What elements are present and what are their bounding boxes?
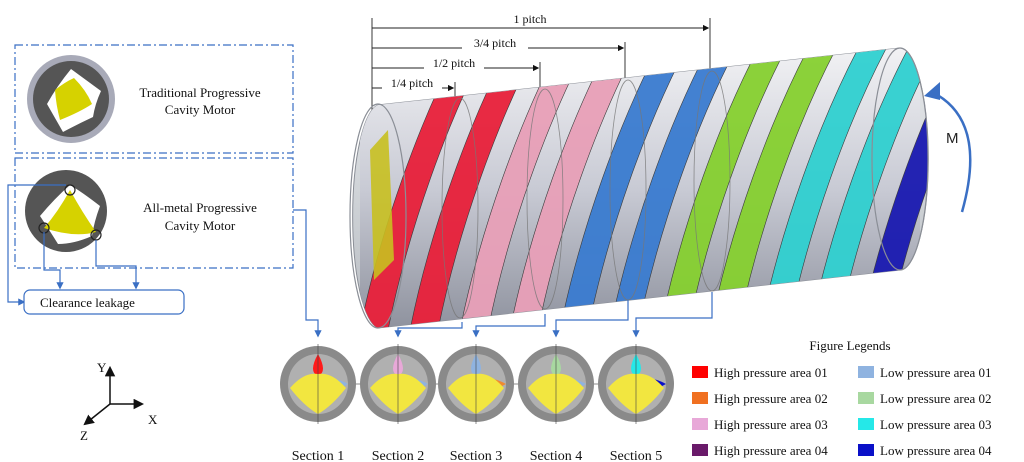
section-connectors (293, 209, 713, 338)
helix-band (859, 48, 929, 328)
helix-band (409, 48, 539, 328)
legend-swatch (692, 418, 708, 430)
legend-item: Low pressure area 04 (858, 443, 992, 458)
axis-z-label: Z (80, 428, 88, 443)
legend-label: Low pressure area 04 (880, 443, 992, 458)
pitch-label-1-4: 1/4 pitch (391, 76, 433, 90)
legend-label: Low pressure area 03 (880, 417, 992, 432)
helix-band (659, 48, 789, 328)
all-metal-motor-label-line2: Cavity Motor (165, 218, 236, 233)
legend-swatch (692, 444, 708, 456)
rotation-label: M (946, 130, 959, 147)
helix-band (459, 48, 589, 328)
legend-item: High pressure area 02 (692, 391, 828, 406)
legend-swatch (858, 418, 874, 430)
traditional-motor-label-line2: Cavity Motor (165, 102, 236, 117)
coordinate-axes: Y X Z (80, 360, 158, 443)
rotation-indicator: M (924, 82, 972, 213)
section-label: Section 3 (450, 449, 503, 462)
legend-item: High pressure area 01 (692, 365, 828, 380)
axis-y-label: Y (97, 360, 107, 375)
section-label: Section 4 (530, 449, 583, 462)
clearance-leakage-box (23, 289, 185, 315)
figure-legend: Figure Legends High pressure area 01 Low … (692, 338, 992, 458)
pitch-label-1: 1 pitch (514, 12, 547, 26)
rotor-helix (359, 48, 929, 328)
legend-item: Low pressure area 02 (858, 391, 992, 406)
section-label: Section 1 (292, 449, 345, 462)
all-metal-motor-box (14, 157, 294, 269)
legend-label: High pressure area 04 (714, 443, 828, 458)
stator-cylinder (349, 47, 929, 329)
all-metal-motor-label-line1: All-metal Progressive (143, 200, 257, 215)
legend-label: High pressure area 03 (714, 417, 828, 432)
legend-item: High pressure area 04 (692, 443, 828, 458)
legend-swatch (858, 444, 874, 456)
section-1: Section 1 (280, 344, 356, 462)
leakage-connectors (7, 184, 140, 306)
legend-label: High pressure area 01 (714, 365, 828, 380)
axis-x-label: X (148, 412, 158, 427)
section-3: Section 3 (438, 344, 514, 462)
helix-band (809, 48, 929, 328)
legend-item: Low pressure area 03 (858, 417, 992, 432)
all-metal-motor-icon (25, 170, 107, 252)
section-2: Section 2 (360, 344, 436, 462)
helix-band (759, 48, 889, 328)
cross-sections: Section 1 Section 2 Section 3 Section 4 Sect… (280, 344, 674, 462)
motor-comparison-panel: Traditional Progressive Cavity Motor All… (7, 44, 294, 315)
legend-item: High pressure area 03 (692, 417, 828, 432)
legend-label: High pressure area 02 (714, 391, 828, 406)
legend-label: Low pressure area 02 (880, 391, 992, 406)
legend-swatch (692, 392, 708, 404)
legend-swatch (692, 366, 708, 378)
legend-swatch (858, 366, 874, 378)
helix-band (709, 48, 839, 328)
helix-band (559, 48, 689, 328)
legend-title: Figure Legends (809, 338, 890, 353)
clearance-leakage-label: Clearance leakage (40, 295, 135, 310)
section-label: Section 5 (610, 449, 663, 462)
legend-item: Low pressure area 01 (858, 365, 992, 380)
legend-label: Low pressure area 01 (880, 365, 992, 380)
pitch-label-1-2: 1/2 pitch (433, 56, 475, 70)
section-5: Section 5 (598, 344, 674, 462)
traditional-motor-icon (27, 55, 115, 143)
pitch-label-3-4: 3/4 pitch (474, 36, 516, 50)
traditional-motor-box (14, 44, 294, 154)
section-4: Section 4 (518, 344, 594, 462)
section-label: Section 2 (372, 449, 425, 462)
legend-swatch (858, 392, 874, 404)
helix-band (509, 48, 639, 328)
traditional-motor-label-line1: Traditional Progressive (139, 85, 260, 100)
